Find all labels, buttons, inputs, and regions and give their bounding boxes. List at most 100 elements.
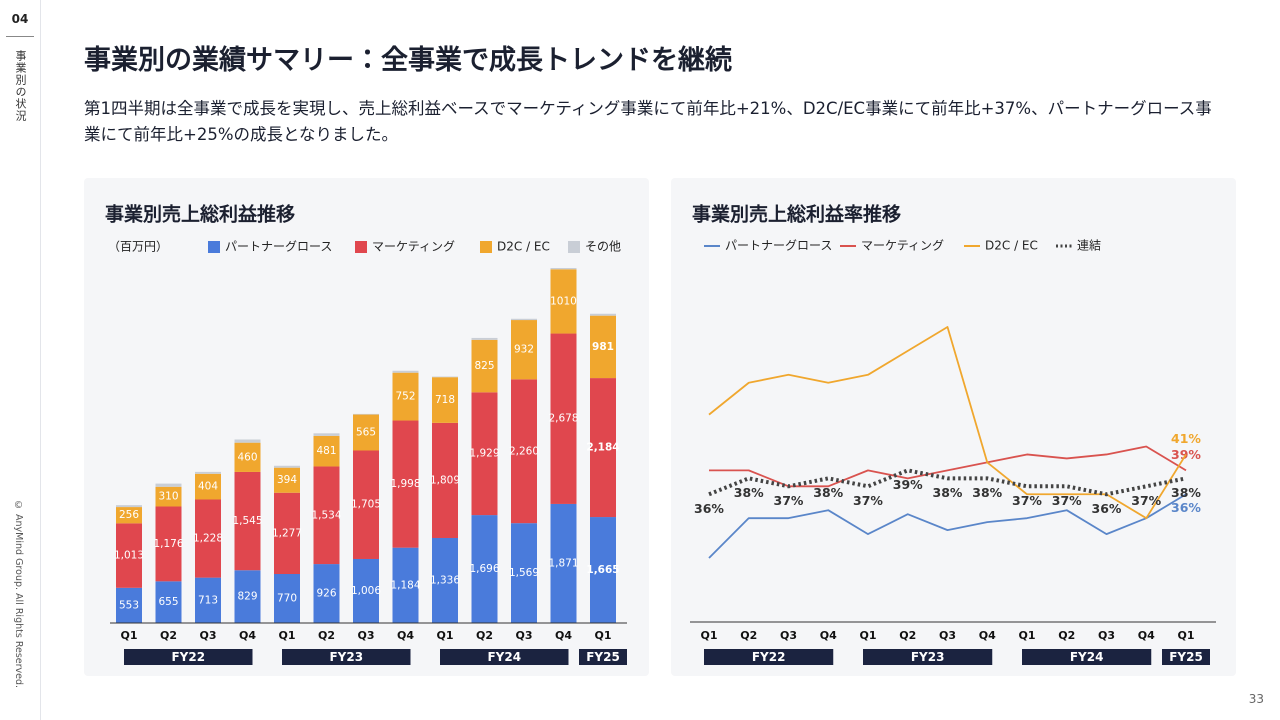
x-tick-label: Q4 [555,629,572,642]
bar-segment [511,379,537,524]
data-label: 1,998 [390,478,420,490]
section-title: 事業別の状況 [14,50,27,122]
legend-label: D2C / EC [985,239,1038,253]
data-label: 926 [316,588,336,600]
data-label: 37% [1052,493,1082,508]
legend-label: D2C / EC [497,240,550,254]
bar-segment [155,483,182,487]
data-label: 460 [237,451,257,463]
x-tick-label: Q1 [594,629,611,642]
legend-label: パートナーグロース [725,239,832,253]
data-label: 38% [972,485,1002,500]
bar-segment [116,523,142,588]
x-tick-label: Q1 [1018,629,1035,642]
data-label: 770 [277,593,297,605]
group-band [440,649,569,665]
group-band [704,649,834,665]
data-label: 553 [119,599,139,611]
data-label: 404 [198,481,218,493]
panel [84,178,649,676]
group-band [1022,649,1152,665]
bar-segment [432,422,458,538]
data-label: 41% [1171,431,1201,446]
group-label: FY25 [1169,650,1203,664]
chart-title: 事業別売上総利益推移 [105,203,295,226]
data-label: 1,665 [586,564,619,576]
line-series [708,326,1187,520]
legend-label: パートナーグロース [225,240,332,254]
x-tick-label: Q3 [780,629,797,642]
bar-segment [274,467,300,493]
data-label: 1,705 [351,499,381,511]
bar-segment [274,574,300,623]
group-label: FY25 [586,650,620,664]
x-tick-label: Q1 [278,629,295,642]
bar-segment [432,377,458,423]
data-label: 2,184 [586,442,619,454]
data-label: 713 [198,594,218,606]
group-band [863,649,993,665]
data-label: 1,336 [430,574,460,586]
x-tick-label: Q3 [515,629,532,642]
sidebar [0,0,41,720]
copyright: © AnyMind Group. All Rights Reserved. [13,500,24,689]
bar-segment [195,499,221,578]
x-tick-label: Q2 [476,629,493,642]
legend-label: マーケティング [372,240,455,254]
x-tick-label: Q2 [160,629,177,642]
bar-segment [511,523,537,623]
bar-segment [392,547,419,623]
data-label: 38% [734,485,764,500]
line-series [708,468,1187,497]
data-label: 1,176 [153,538,183,550]
data-label: 2,260 [509,445,539,457]
slide-title: 事業別の業績サマリー：全事業で成長トレンドを継続 [84,45,732,76]
bar-segment [471,515,498,623]
divider [6,36,34,37]
x-tick-label: Q2 [899,629,916,642]
data-label: 36% [694,501,724,516]
data-label: 565 [356,427,376,439]
bar-segment [195,473,221,500]
data-label: 39% [1171,447,1201,462]
data-label: 38% [813,485,843,500]
bar-segment [550,333,577,504]
data-label: 718 [435,394,455,406]
bar-segment [116,505,142,508]
data-label: 1,534 [311,509,341,521]
x-tick-label: Q3 [357,629,374,642]
group-label: FY24 [487,650,521,664]
data-label: 1,184 [390,579,420,591]
x-tick-label: Q3 [199,629,216,642]
legend-swatch [568,241,580,253]
x-tick-label: Q3 [939,629,956,642]
bar-segment [155,486,182,507]
bar-segment [392,370,419,373]
x-tick-label: Q1 [1177,629,1194,642]
x-tick-label: Q1 [120,629,137,642]
bar-segment [590,315,616,379]
bar-segment [313,433,340,436]
data-label: 37% [774,493,804,508]
data-label: 1,929 [469,448,499,460]
x-tick-label: Q3 [1098,629,1115,642]
legend-swatch [208,241,220,253]
bar-segment [353,450,379,559]
x-tick-label: Q1 [700,629,717,642]
bar-segment [590,517,616,623]
data-label: 1,277 [272,527,302,539]
group-band [124,649,253,665]
bar-segment [313,466,340,565]
x-tick-label: Q4 [979,629,996,642]
bar-segment [116,587,142,623]
data-label: 2,678 [548,413,578,425]
data-label: 36% [1171,500,1201,515]
x-tick-label: Q4 [1138,629,1155,642]
bar-segment [511,318,537,321]
bar-segment [550,268,577,270]
bar-segment [313,435,340,467]
bar-segment [313,564,340,623]
data-label: 1,545 [232,515,262,527]
data-label: 1,013 [114,550,144,562]
data-label: 1,228 [193,533,223,545]
